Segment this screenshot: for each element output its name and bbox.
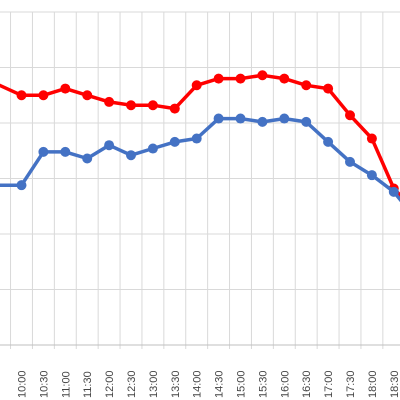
series-2 [0,113,400,203]
x-tick-label: 10:00 [17,370,29,398]
data-point [279,113,290,124]
data-point [257,70,268,81]
x-tick-label: 13:30 [170,370,182,398]
x-tick-label: 12:30 [126,370,138,398]
data-point [38,146,49,157]
data-point [301,116,312,127]
x-tick-label: 18:30 [389,370,400,398]
data-point [16,180,27,191]
data-point [345,110,355,121]
x-tick-label: 13:00 [148,370,160,398]
data-point [60,146,71,157]
x-tick-label: 16:30 [301,370,313,398]
data-point [388,186,399,197]
data-point [169,103,180,114]
x-tick-label: 10:30 [38,370,50,398]
x-tick-label: 18:00 [367,370,379,398]
data-point [191,133,202,144]
x-tick-label: 15:30 [257,370,269,398]
data-point [126,100,136,111]
data-point [301,80,312,91]
data-point [279,73,290,84]
x-tick-label: 16:00 [279,370,291,398]
data-point [191,80,202,91]
data-point [126,150,136,161]
x-tick-labels: 10:00 10:30 11:00 11:30 12:00 12:30 13:00 13:30… [17,370,400,398]
data-point [169,136,180,147]
x-tick-label: 11:00 [60,371,72,398]
x-tick-label: 14:00 [192,370,204,398]
data-point [235,73,246,84]
data-point [60,83,71,94]
gridlines [0,11,400,349]
series-group [0,70,400,203]
data-point [104,96,115,107]
x-tick-label: 17:00 [323,370,335,398]
data-point [323,136,334,147]
x-tick-label: 14:30 [214,370,226,398]
data-point [16,90,27,101]
data-point [104,140,115,151]
data-point [38,90,49,101]
x-tick-label: 12:00 [104,370,116,398]
data-point [366,133,377,144]
data-point [366,170,377,181]
data-point [213,73,224,84]
data-point [323,83,334,94]
x-tick-label: 15:00 [236,370,248,398]
x-tick-label: 17:30 [345,370,357,398]
x-tick-label: 11:30 [82,371,94,398]
data-point [213,113,224,124]
data-point [235,113,246,124]
data-point [147,100,158,111]
series-1 [0,70,400,198]
data-point [345,156,355,167]
data-point [147,143,158,154]
data-point [82,153,93,164]
data-point [257,116,268,127]
data-point [82,90,93,101]
